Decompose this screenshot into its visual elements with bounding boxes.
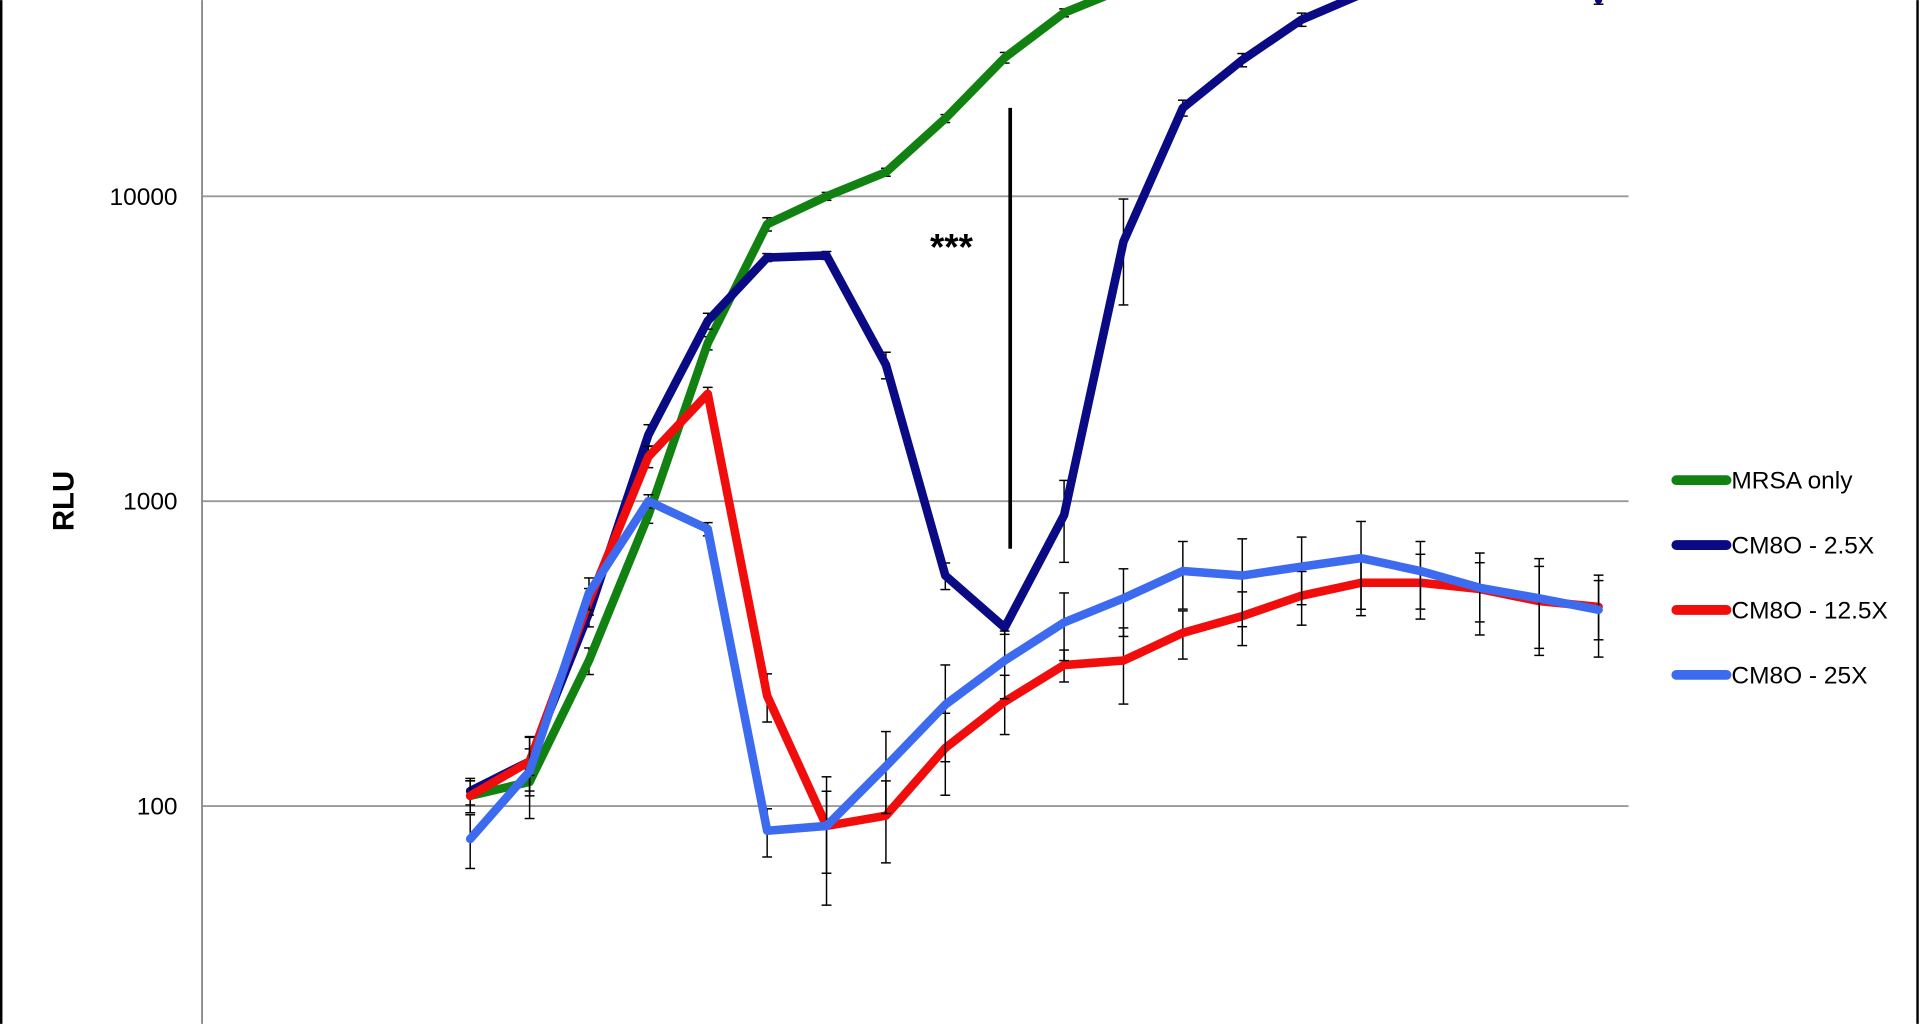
y-tick-label: 1000	[123, 489, 177, 516]
data-point	[1119, 594, 1128, 603]
series-line	[465, 0, 1107, 801]
significance-annotation: ***	[930, 227, 974, 268]
data-point	[1060, 661, 1068, 669]
data-point	[704, 317, 712, 325]
data-point	[1416, 567, 1425, 575]
data-point	[763, 253, 771, 262]
data-point	[1297, 15, 1306, 24]
data-point	[1060, 618, 1068, 627]
data-point	[466, 792, 474, 800]
data-point	[644, 452, 653, 461]
data-point	[882, 361, 890, 369]
series-line	[470, 0, 1598, 791]
data-point	[1535, 594, 1543, 603]
legend-label: CM8O - 2.5X	[1731, 533, 1874, 560]
data-point	[525, 767, 534, 775]
data-point	[1001, 697, 1009, 706]
data-point	[1001, 656, 1009, 665]
data-point	[1179, 104, 1187, 112]
data-point	[466, 835, 474, 843]
data-point	[644, 511, 653, 519]
data-point	[644, 497, 653, 505]
data-point	[704, 339, 712, 347]
data-point	[1179, 629, 1187, 637]
data-point	[585, 656, 593, 665]
data-point	[822, 822, 831, 830]
data-point	[1594, 0, 1603, 4]
data-point	[822, 192, 831, 200]
data-point	[882, 168, 890, 176]
data-point	[941, 701, 949, 709]
y-axis-label: RLU	[47, 471, 80, 531]
legend-label: CM8O - 25X	[1731, 662, 1867, 689]
data-point	[1476, 584, 1484, 592]
data-point	[882, 762, 890, 770]
data-point	[704, 390, 712, 398]
data-point	[1060, 511, 1068, 519]
data-point	[763, 827, 771, 835]
series-line	[465, 389, 1603, 831]
legend-label: CM8O - 12.5X	[1731, 598, 1887, 625]
legend: MRSA only CM8O - 2.5X CM8O - 12.5X CM8O - 2…	[1671, 468, 1888, 689]
data-point	[941, 114, 949, 123]
data-point	[763, 220, 771, 228]
series-line	[465, 496, 1603, 844]
series-0	[465, 0, 1107, 814]
y-tick-label: 10000	[110, 184, 178, 211]
data-point	[822, 251, 831, 260]
series-3	[465, 493, 1604, 906]
data-point	[1001, 53, 1009, 62]
data-point	[1179, 567, 1187, 575]
data-point	[1119, 237, 1128, 246]
data-point	[1060, 9, 1068, 17]
data-point	[1594, 606, 1603, 614]
data-point	[644, 431, 653, 439]
data-point	[704, 525, 712, 533]
data-point	[1119, 656, 1128, 665]
data-point	[1238, 56, 1246, 64]
data-point	[941, 571, 949, 580]
data-point	[1297, 562, 1306, 571]
data-point	[585, 589, 593, 597]
series-1	[465, 0, 1603, 806]
data-point	[763, 692, 771, 700]
y-tick-label: 100	[137, 794, 178, 821]
data-point	[1238, 571, 1246, 580]
legend-label: MRSA only	[1731, 468, 1853, 495]
data-point	[1001, 623, 1009, 632]
data-point	[1357, 554, 1365, 562]
